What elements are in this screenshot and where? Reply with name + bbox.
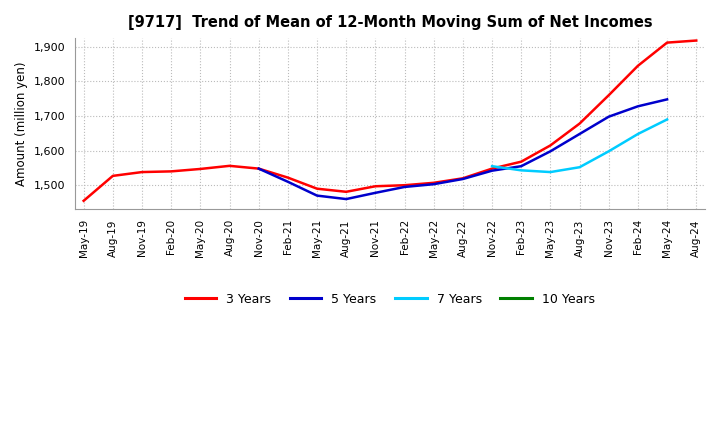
- Y-axis label: Amount (million yen): Amount (million yen): [15, 62, 28, 186]
- Legend: 3 Years, 5 Years, 7 Years, 10 Years: 3 Years, 5 Years, 7 Years, 10 Years: [180, 288, 600, 311]
- Title: [9717]  Trend of Mean of 12-Month Moving Sum of Net Incomes: [9717] Trend of Mean of 12-Month Moving …: [127, 15, 652, 30]
